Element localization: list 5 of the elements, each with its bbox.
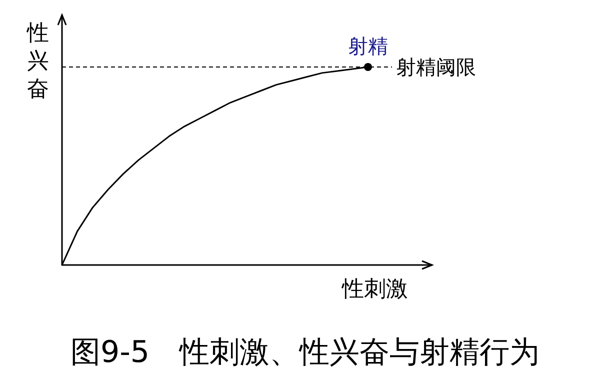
annotation: 射精 <box>348 34 388 58</box>
ref-line-label: 射精阈限 <box>396 55 476 79</box>
text: 图9-5 性刺激、性兴奋与射精行为 <box>70 335 540 370</box>
y-axis-title: 性兴奋 <box>26 21 49 102</box>
x-axis-title: 性刺激 <box>341 277 408 302</box>
